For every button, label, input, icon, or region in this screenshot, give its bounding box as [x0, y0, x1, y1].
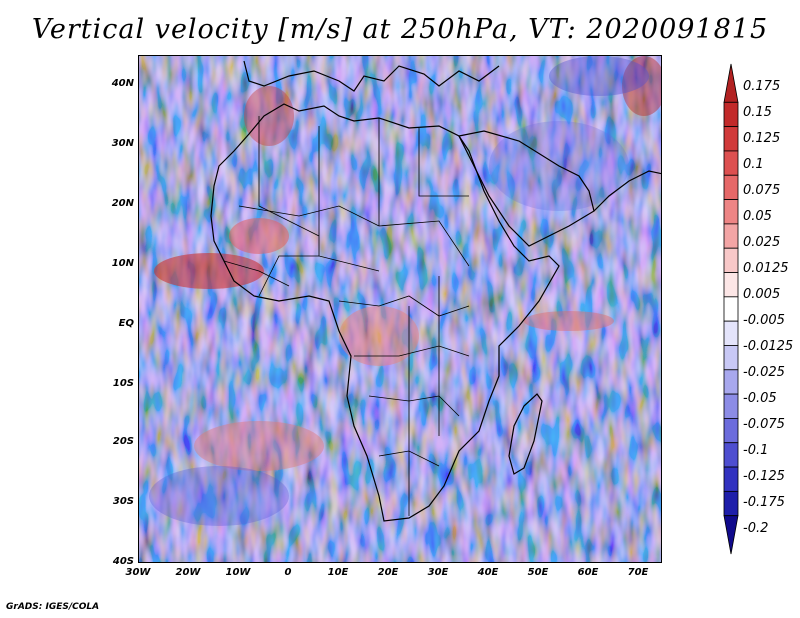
lon-label-20e: 20E [377, 567, 399, 578]
chart-title: Vertical velocity [m/s] at 250hPa, VT: 2… [31, 14, 769, 45]
legend-swatch-16 [723, 466, 739, 492]
lon-label-70e: 70E [627, 567, 649, 578]
lat-label-10s: 10S [112, 378, 134, 389]
legend-label-1: 0.15 [743, 105, 772, 120]
legend-label-5: 0.05 [743, 209, 772, 224]
legend-swatch-1 [723, 101, 739, 128]
legend-label-17: -0.2 [743, 521, 769, 536]
legend-swatch-5 [723, 199, 739, 225]
legend-label-6: 0.025 [743, 235, 781, 250]
upward-patch-southatlantic [194, 421, 324, 471]
upward-patch-indianocean [524, 311, 614, 331]
legend-swatch-2 [723, 126, 739, 152]
legend-swatch-13 [723, 393, 739, 419]
lon-label-60e: 60E [577, 567, 599, 578]
lat-label-40n: 40N [111, 78, 134, 89]
legend-label-9: -0.005 [743, 313, 785, 328]
legend-swatch-3 [723, 150, 739, 176]
lat-label-eq: EQ [118, 318, 134, 329]
lon-label-40e: 40E [477, 567, 499, 578]
africa-coastline [210, 103, 560, 522]
legend-label-14: -0.1 [743, 443, 769, 458]
lat-label-40s: 40S [112, 556, 134, 567]
madagascar-coastline [508, 393, 543, 475]
country-borders [223, 116, 470, 516]
legend-swatch-12 [723, 369, 739, 395]
lon-label-10e: 10E [327, 567, 349, 578]
legend-label-2: 0.125 [743, 131, 781, 146]
upward-patch-westafrica [229, 218, 289, 254]
lat-label-30n: 30N [111, 138, 134, 149]
legend-label-4: 0.075 [743, 183, 781, 198]
grads-credit: GrADS: IGES/COLA [6, 602, 100, 612]
velocity-field [139, 56, 661, 562]
legend-swatch-8 [723, 272, 739, 298]
legend-label-8: 0.005 [743, 287, 781, 302]
legend-swatch-6 [723, 223, 739, 249]
legend-swatch-10 [723, 320, 739, 346]
legend-label-0: 0.175 [743, 79, 781, 94]
map-canvas [139, 56, 661, 562]
legend-label-15: -0.125 [743, 469, 785, 484]
legend-swatch-11 [723, 345, 739, 371]
upward-patch-atlantic [154, 253, 264, 289]
lat-label-10n: 10N [111, 258, 134, 269]
legend-swatch-14 [723, 418, 739, 444]
legend-label-10: -0.0125 [743, 339, 794, 354]
velocity-map [138, 55, 662, 563]
legend-swatch-4 [723, 174, 739, 200]
upward-patch-northeast [622, 56, 661, 116]
legend-label-7: 0.0125 [743, 261, 789, 276]
legend-swatch-0 [723, 63, 739, 103]
legend-swatch-18 [723, 515, 739, 555]
upward-patch-morocco [244, 86, 294, 146]
lon-label-30w: 30W [125, 567, 151, 578]
lon-label-50e: 50E [527, 567, 549, 578]
legend-label-11: -0.025 [743, 365, 785, 380]
downward-patch-southwest [149, 466, 289, 526]
legend-swatch-15 [723, 442, 739, 468]
legend-label-16: -0.175 [743, 495, 785, 510]
asia-coastline [593, 170, 661, 212]
arabia-coastline [458, 130, 595, 247]
lat-label-30s: 30S [112, 496, 134, 507]
upward-patch-congo [339, 306, 419, 366]
legend-swatch-17 [723, 490, 739, 517]
legend-swatch-9 [723, 296, 739, 322]
legend-label-13: -0.075 [743, 417, 785, 432]
lon-label-20w: 20W [175, 567, 201, 578]
legend-label-12: -0.05 [743, 391, 777, 406]
lon-label-0: 0 [284, 567, 292, 578]
lon-label-30e: 30E [427, 567, 449, 578]
downward-patch-caucasus [549, 56, 649, 96]
europe-coastline [243, 60, 500, 92]
lat-label-20s: 20S [112, 436, 134, 447]
lat-label-20n: 20N [111, 198, 134, 209]
legend-swatch-7 [723, 247, 739, 273]
lon-label-10w: 10W [225, 567, 251, 578]
legend-label-3: 0.1 [743, 157, 764, 172]
